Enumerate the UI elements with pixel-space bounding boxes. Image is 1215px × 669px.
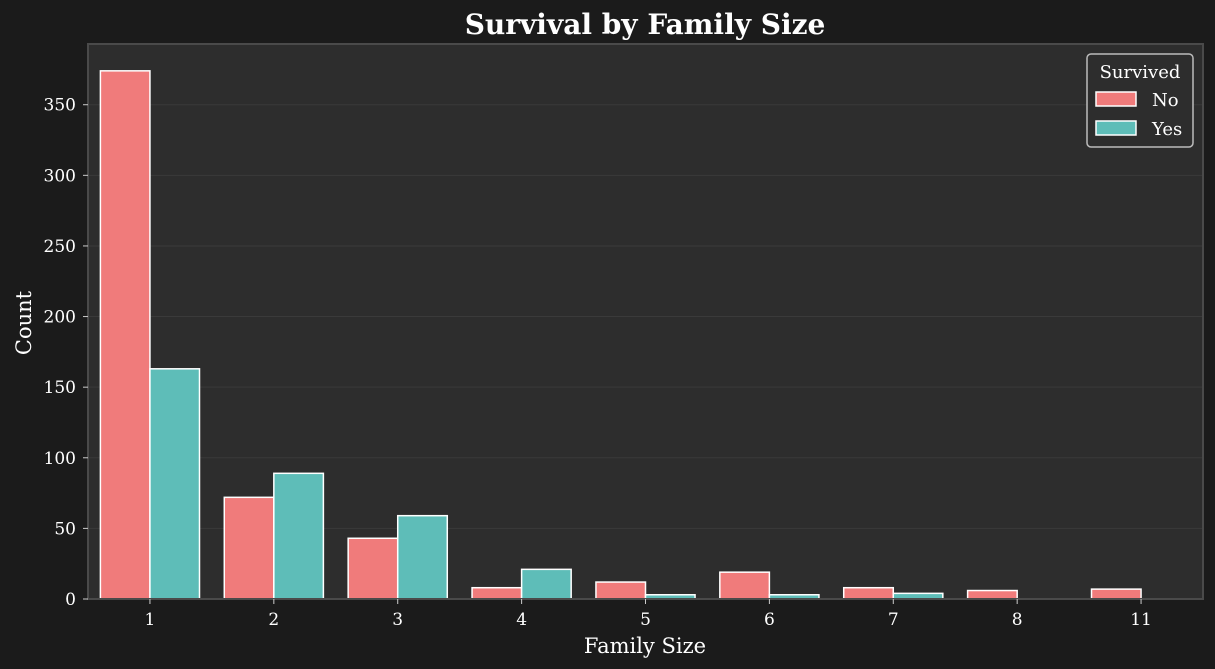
legend-swatch-no <box>1095 91 1137 107</box>
x-axis-label: Family Size <box>584 634 706 658</box>
bar-no-11 <box>1090 588 1142 600</box>
y-tick-label: 300 <box>44 166 76 186</box>
bar-yes-4 <box>520 568 572 600</box>
bar-no-3 <box>347 537 399 600</box>
x-tick-label: 3 <box>392 610 403 630</box>
legend-title: Survived <box>1100 62 1181 83</box>
bar-yes-3 <box>396 514 449 600</box>
y-tick-label: 200 <box>44 308 76 328</box>
y-tick-label: 250 <box>44 237 76 257</box>
bar-yes-2 <box>273 472 325 600</box>
legend: Survived No Yes <box>1086 53 1194 148</box>
y-tick-label: 350 <box>44 96 76 116</box>
bar-no-2 <box>223 496 275 600</box>
x-axis-ticks: 1 2 3 4 5 6 7 8 11 <box>145 599 1152 630</box>
x-tick-label: 11 <box>1130 610 1152 630</box>
bar-no-6 <box>719 571 771 600</box>
bar-no-1 <box>99 70 151 600</box>
chart-title: Survival by Family Size <box>465 8 826 41</box>
bars <box>99 70 1142 600</box>
x-tick-label: 8 <box>1012 610 1023 630</box>
legend-swatch-yes <box>1095 120 1137 136</box>
y-axis-ticks: 0 50 100 150 200 250 300 350 <box>44 96 88 610</box>
y-tick-label: 50 <box>54 519 76 539</box>
x-tick-label: 1 <box>145 610 156 630</box>
x-tick-label: 6 <box>764 610 775 630</box>
y-axis-label: Count <box>12 290 36 355</box>
bar-no-4 <box>471 586 523 600</box>
x-tick-label: 5 <box>640 610 651 630</box>
legend-label-yes: Yes <box>1151 119 1182 140</box>
x-tick-label: 4 <box>516 610 527 630</box>
legend-entries: No Yes <box>1095 90 1182 140</box>
bar-no-7 <box>842 586 895 600</box>
bar-yes-1 <box>149 368 201 600</box>
legend-label-no: No <box>1152 90 1179 111</box>
y-tick-label: 150 <box>44 378 76 398</box>
y-tick-label: 0 <box>65 590 76 610</box>
y-tick-label: 100 <box>44 449 76 469</box>
bar-no-8 <box>966 589 1018 600</box>
bar-no-5 <box>595 581 647 600</box>
x-tick-label: 7 <box>888 610 899 630</box>
x-tick-label: 2 <box>268 610 279 630</box>
